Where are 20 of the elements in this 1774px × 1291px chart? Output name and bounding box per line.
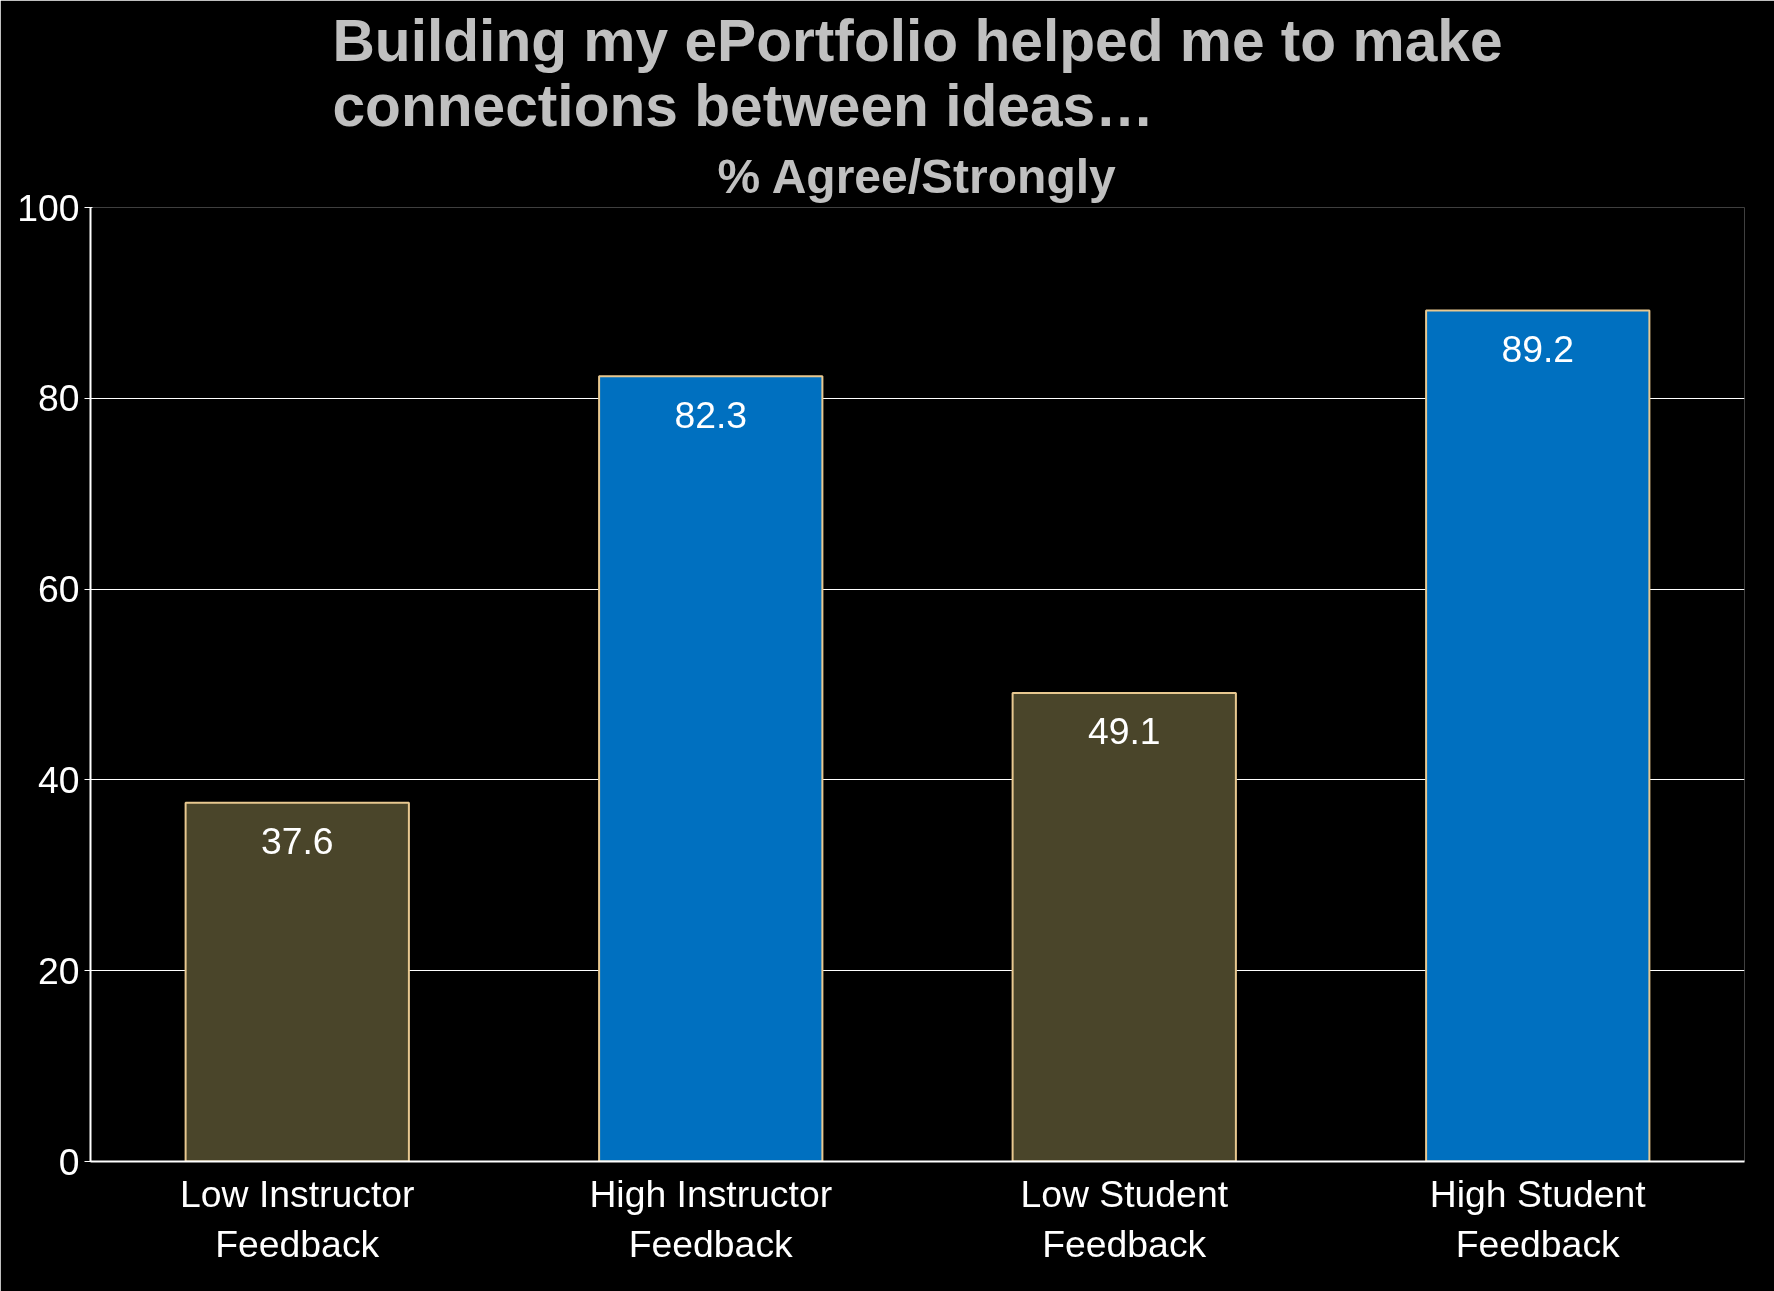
y-tick-label: 80 [37,377,80,420]
data-label: 49.1 [1087,710,1161,753]
bar [598,375,824,1162]
bar [1425,309,1651,1162]
data-label: 89.2 [1501,327,1575,370]
chart-subtitle: % Agree/Strongly [717,149,1117,203]
x-tick-label: High Instructor Feedback [589,1172,833,1265]
data-label: 37.6 [260,819,334,862]
data-label: 82.3 [674,393,748,436]
bar [184,801,410,1162]
y-tick-label: 0 [58,1140,80,1183]
chart-title: Building my ePortfolio helped me to make connections between ideas… [332,7,1503,138]
y-tick-label: 100 [17,186,80,229]
x-tick-label: Low Instructor Feedback [180,1172,415,1265]
y-tick-label: 40 [37,758,80,801]
x-tick-label: High Student Feedback [1429,1172,1647,1265]
x-tick-label: Low Student Feedback [1020,1172,1229,1265]
y-tick-label: 60 [37,568,80,611]
bar [1011,692,1237,1162]
y-tick-label: 20 [37,949,80,992]
